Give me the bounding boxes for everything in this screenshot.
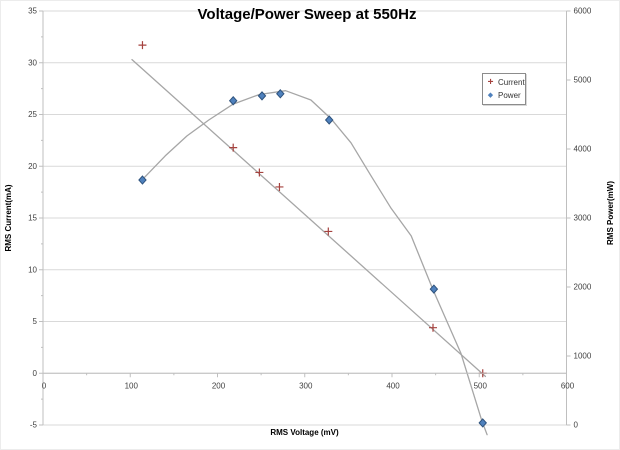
right-tick-label: 3000 xyxy=(574,214,592,223)
x-tick-label: 0 xyxy=(42,381,47,390)
left-tick-label: 0 xyxy=(33,369,38,378)
legend: + Current ◆ Power xyxy=(482,73,526,105)
data-point-power xyxy=(257,91,267,101)
x-tick-label: 200 xyxy=(212,381,226,390)
data-point-current xyxy=(275,182,284,191)
left-tick-label: -5 xyxy=(30,421,38,430)
right-tick-label: 6000 xyxy=(574,7,592,16)
left-tick-label: 15 xyxy=(28,214,37,223)
legend-item-power: ◆ Power xyxy=(486,91,525,100)
x-tick-label: 500 xyxy=(474,381,488,390)
right-tick-label: 0 xyxy=(574,421,579,430)
chart-title: Voltage/Power Sweep at 550Hz xyxy=(197,6,417,23)
left-tick-label: 20 xyxy=(28,162,37,171)
x-tick-label: 100 xyxy=(125,381,139,390)
data-point-current xyxy=(324,227,333,236)
x-axis-title: RMS Voltage (mV) xyxy=(270,428,339,437)
x-tick-label: 400 xyxy=(386,381,400,390)
trendline-current xyxy=(131,58,487,378)
legend-label-power: Power xyxy=(498,91,521,100)
x-tick-label: 300 xyxy=(299,381,313,390)
right-tick-label: 5000 xyxy=(574,76,592,85)
trendline-power xyxy=(141,90,488,436)
legend-item-current: + Current xyxy=(486,77,525,88)
legend-label-current: Current xyxy=(498,78,525,87)
diamond-marker-icon: ◆ xyxy=(487,92,494,99)
right-axis-title: RMS Power(mW) xyxy=(606,181,615,245)
data-point-power xyxy=(228,95,238,106)
plus-marker-icon: + xyxy=(487,77,494,88)
data-point-power xyxy=(276,89,285,99)
data-point-power xyxy=(138,175,147,185)
data-point-power xyxy=(429,284,439,294)
data-point-power xyxy=(478,418,488,428)
right-tick-label: 4000 xyxy=(574,145,592,154)
left-tick-label: 35 xyxy=(28,7,37,16)
x-tick-label: 600 xyxy=(561,381,575,390)
right-tick-label: 2000 xyxy=(574,283,592,292)
data-point-current xyxy=(138,41,147,50)
left-tick-label: 5 xyxy=(33,317,38,326)
right-tick-label: 1000 xyxy=(574,352,592,361)
data-point-current xyxy=(229,143,238,152)
left-tick-label: 30 xyxy=(28,58,37,67)
data-point-current xyxy=(255,168,264,177)
left-tick-label: 25 xyxy=(28,110,37,119)
data-point-current xyxy=(429,323,438,332)
left-tick-label: 10 xyxy=(28,265,37,274)
left-axis-title: RMS Current(mA) xyxy=(4,184,13,252)
data-point-power xyxy=(324,115,334,125)
